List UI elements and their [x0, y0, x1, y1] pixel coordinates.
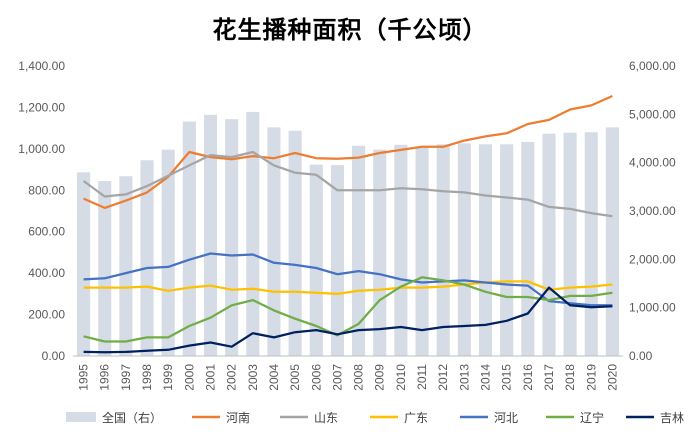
bar-total-2019: [584, 132, 598, 356]
x-tick-label: 2003: [246, 364, 260, 391]
left-tick-label: 400.00: [28, 266, 65, 280]
bar-total-2003: [246, 111, 260, 357]
axes-layer: 0.00 200.00 400.00 600.00 800.00 1,000.00 1,20…: [18, 59, 676, 391]
bar-total-1997: [119, 176, 133, 356]
bar-total-1998: [140, 160, 154, 356]
x-tick-label: 2015: [500, 364, 514, 391]
x-tick-label: 2000: [182, 364, 196, 391]
right-tick-label: 2,000.00: [629, 252, 676, 266]
series-line-2: [83, 280, 613, 296]
bar-total-2020: [605, 127, 619, 356]
bar-total-1995: [77, 172, 91, 356]
x-tick-label: 2002: [225, 364, 239, 391]
right-tick-label: 3,000.00: [629, 204, 676, 218]
bar-total-2004: [267, 127, 281, 356]
legend-label: 全国（右）: [102, 410, 162, 425]
x-tick-label: 2011: [415, 364, 429, 390]
left-tick-label: 1,000.00: [18, 142, 65, 156]
bars-layer: [77, 111, 619, 357]
legend-label: 山东: [314, 411, 338, 425]
bar-total-2014: [478, 144, 493, 356]
x-tick-label: 2018: [563, 364, 577, 391]
bar-total-2000: [182, 121, 196, 356]
legend-item: 全国（右）: [66, 410, 162, 425]
legend-swatch-bar: [66, 412, 96, 422]
legend-item: 河北: [460, 411, 518, 425]
x-tick-label: 2009: [373, 364, 387, 391]
x-tick-label: 2013: [457, 364, 471, 391]
legend-item: 山东: [280, 411, 338, 425]
legend-item: 河南: [192, 410, 250, 425]
series-line-3: [83, 252, 613, 307]
legend-layer: 全国（右） 河南 山东 广东 河北 辽宁 吉林: [66, 410, 684, 425]
left-tick-label: 600.00: [28, 225, 65, 239]
x-tick-label: 2001: [204, 364, 218, 391]
bar-total-2007: [330, 165, 344, 356]
legend-label: 广东: [404, 411, 428, 425]
series-line-0: [83, 94, 613, 210]
bar-total-2001: [203, 114, 218, 356]
bar-total-2010: [394, 144, 408, 356]
series-line-4: [83, 276, 613, 343]
left-tick-label: 1,200.00: [18, 100, 65, 114]
x-tick-label: 2006: [309, 364, 323, 391]
bar-total-2002: [225, 119, 239, 357]
series-line-5: [83, 286, 613, 354]
lines-layer: [82, 94, 613, 354]
legend-label: 吉林: [660, 411, 684, 425]
bar-total-1999: [161, 149, 175, 356]
series-line-1: [82, 150, 613, 218]
bar-total-2018: [563, 132, 577, 356]
right-tick-label: 0.00: [629, 349, 653, 363]
right-tick-label: 6,000.00: [629, 59, 676, 73]
x-tick-label: 2012: [436, 364, 450, 391]
x-tick-label: 2010: [394, 364, 408, 391]
bar-total-2016: [521, 141, 535, 356]
right-tick-label: 4,000.00: [629, 156, 676, 170]
x-tick-label: 1995: [77, 364, 91, 391]
x-tick-label: 1999: [161, 364, 175, 391]
bar-total-1996: [98, 181, 112, 356]
bar-total-2013: [457, 143, 471, 356]
chart-title: 花生播种面积（千公顷）: [212, 16, 488, 44]
x-tick-label: 2014: [479, 364, 493, 391]
x-tick-label: 2004: [267, 364, 281, 391]
right-tick-label: 1,000.00: [629, 301, 676, 315]
x-tick-label: 2017: [542, 364, 556, 391]
x-tick-label: 2005: [288, 364, 302, 391]
legend-item: 辽宁: [546, 410, 604, 425]
bar-total-2005: [288, 130, 302, 356]
bar-total-2017: [542, 133, 556, 356]
left-tick-label: 200.00: [28, 308, 65, 322]
legend-label: 河北: [494, 411, 518, 425]
legend-item: 广东: [370, 411, 428, 425]
x-tick-label: 1996: [98, 364, 112, 391]
bar-total-2011: [415, 146, 429, 356]
left-tick-label: 1,400.00: [18, 59, 65, 73]
x-tick-label: 2020: [605, 364, 619, 391]
legend-item: 吉林: [626, 411, 684, 425]
bar-total-2012: [436, 144, 450, 356]
bar-total-2009: [373, 149, 387, 356]
x-tick-label: 2008: [352, 364, 366, 391]
bar-total-2015: [500, 144, 514, 356]
right-tick-label: 5,000.00: [629, 107, 676, 121]
legend-label: 辽宁: [580, 410, 604, 425]
bar-total-2008: [352, 145, 366, 356]
x-tick-label: 2019: [584, 364, 598, 391]
x-tick-label: 2007: [330, 364, 344, 391]
x-tick-label: 1998: [140, 364, 154, 391]
left-tick-label: 800.00: [28, 183, 65, 197]
legend-label: 河南: [226, 410, 250, 425]
left-tick-label: 0.00: [42, 349, 66, 363]
bar-total-2006: [309, 164, 323, 356]
x-tick-label: 1997: [119, 364, 133, 391]
x-tick-label: 2016: [521, 364, 535, 391]
